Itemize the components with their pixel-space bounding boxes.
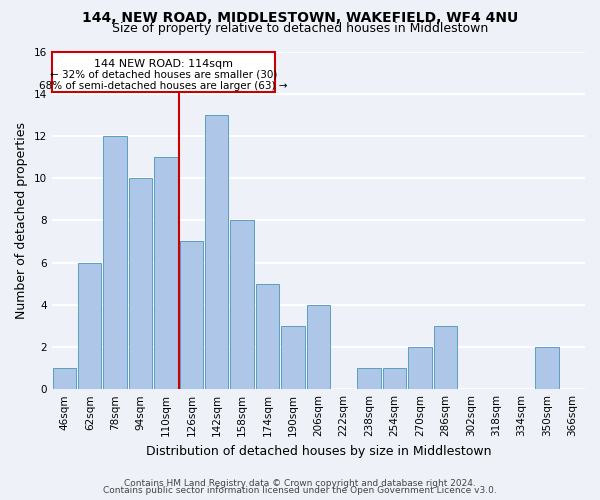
- Bar: [358, 368, 381, 389]
- Bar: [78, 262, 101, 389]
- Text: ← 32% of detached houses are smaller (30): ← 32% of detached houses are smaller (30…: [50, 70, 277, 80]
- FancyBboxPatch shape: [52, 52, 275, 92]
- Bar: [205, 115, 229, 389]
- Bar: [103, 136, 127, 389]
- Text: Contains HM Land Registry data © Crown copyright and database right 2024.: Contains HM Land Registry data © Crown c…: [124, 478, 476, 488]
- Text: Size of property relative to detached houses in Middlestown: Size of property relative to detached ho…: [112, 22, 488, 35]
- Y-axis label: Number of detached properties: Number of detached properties: [15, 122, 28, 319]
- Bar: [535, 347, 559, 389]
- Text: 68% of semi-detached houses are larger (63) →: 68% of semi-detached houses are larger (…: [40, 80, 288, 90]
- Bar: [256, 284, 279, 389]
- Bar: [179, 242, 203, 389]
- Bar: [53, 368, 76, 389]
- Bar: [154, 157, 178, 389]
- Bar: [129, 178, 152, 389]
- Bar: [281, 326, 305, 389]
- Bar: [383, 368, 406, 389]
- Bar: [230, 220, 254, 389]
- Text: Contains public sector information licensed under the Open Government Licence v3: Contains public sector information licen…: [103, 486, 497, 495]
- Bar: [434, 326, 457, 389]
- Text: 144, NEW ROAD, MIDDLESTOWN, WAKEFIELD, WF4 4NU: 144, NEW ROAD, MIDDLESTOWN, WAKEFIELD, W…: [82, 11, 518, 25]
- Bar: [408, 347, 431, 389]
- X-axis label: Distribution of detached houses by size in Middlestown: Distribution of detached houses by size …: [146, 444, 491, 458]
- Text: 144 NEW ROAD: 114sqm: 144 NEW ROAD: 114sqm: [94, 59, 233, 69]
- Bar: [307, 305, 330, 389]
